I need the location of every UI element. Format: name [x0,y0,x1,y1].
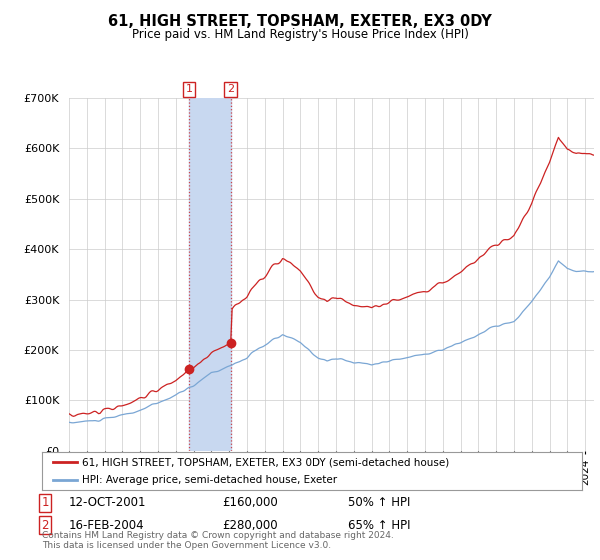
Text: 65% ↑ HPI: 65% ↑ HPI [348,519,410,531]
Text: £280,000: £280,000 [222,519,278,531]
Text: £160,000: £160,000 [222,496,278,509]
Text: HPI: Average price, semi-detached house, Exeter: HPI: Average price, semi-detached house,… [83,475,338,486]
Text: 12-OCT-2001: 12-OCT-2001 [69,496,146,509]
Text: 1: 1 [41,496,49,509]
Text: 61, HIGH STREET, TOPSHAM, EXETER, EX3 0DY: 61, HIGH STREET, TOPSHAM, EXETER, EX3 0D… [108,14,492,29]
Text: Contains HM Land Registry data © Crown copyright and database right 2024.
This d: Contains HM Land Registry data © Crown c… [42,531,394,550]
Text: 1: 1 [185,85,193,95]
Text: 50% ↑ HPI: 50% ↑ HPI [348,496,410,509]
Text: 61, HIGH STREET, TOPSHAM, EXETER, EX3 0DY (semi-detached house): 61, HIGH STREET, TOPSHAM, EXETER, EX3 0D… [83,457,450,467]
Text: 2: 2 [41,519,49,531]
Text: 16-FEB-2004: 16-FEB-2004 [69,519,145,531]
Text: Price paid vs. HM Land Registry's House Price Index (HPI): Price paid vs. HM Land Registry's House … [131,28,469,41]
Text: 2: 2 [227,85,234,95]
Bar [189,98,230,451]
